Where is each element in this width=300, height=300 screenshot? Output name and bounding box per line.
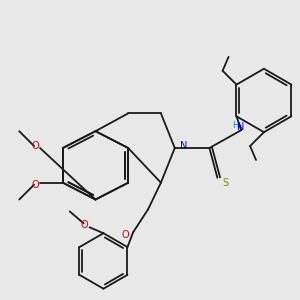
Text: N: N bbox=[180, 141, 187, 151]
Text: O: O bbox=[32, 180, 39, 190]
Text: S: S bbox=[222, 178, 228, 188]
Text: O: O bbox=[122, 230, 129, 240]
Text: O: O bbox=[81, 220, 88, 230]
Text: O: O bbox=[32, 141, 39, 151]
Text: H: H bbox=[232, 121, 238, 130]
Text: N: N bbox=[238, 122, 245, 132]
